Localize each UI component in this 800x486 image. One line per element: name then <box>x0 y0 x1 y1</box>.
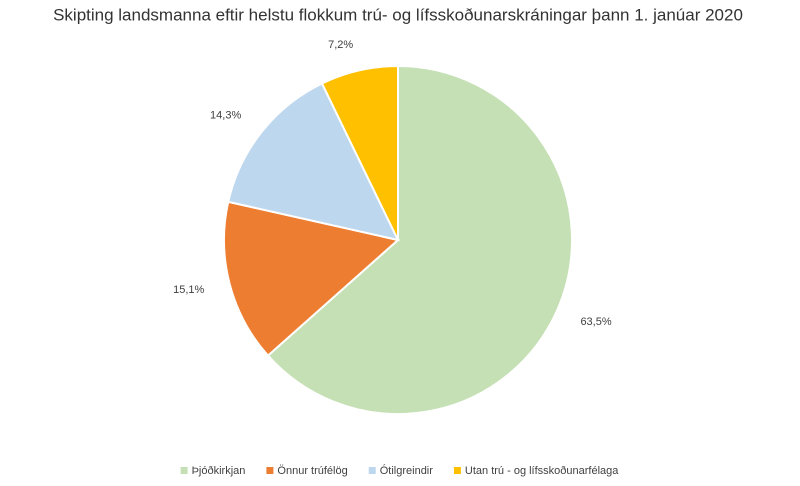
data-label: 63,5% <box>580 316 611 328</box>
chart-title: Skipting landsmanna eftir helstu flokkum… <box>53 5 743 24</box>
data-label: 14,3% <box>210 110 241 122</box>
data-label: 15,1% <box>173 284 204 296</box>
legend-marker <box>453 467 461 474</box>
pie-slice <box>266 64 573 415</box>
pie-slice <box>320 64 399 241</box>
legend-label: Önnur trúfélög <box>277 465 347 477</box>
pie-slice <box>223 200 401 358</box>
legend-marker <box>266 467 274 474</box>
legend-label: Þjóðkirkjan <box>192 465 246 477</box>
legend-marker <box>180 467 188 474</box>
legend-label: Utan trú - og lífsskoðunarfélaga <box>465 465 619 477</box>
legend-marker <box>368 467 376 474</box>
data-label: 7,2% <box>328 39 353 51</box>
pie-slice <box>227 82 400 242</box>
legend-label: Ótilgreindir <box>380 464 434 477</box>
